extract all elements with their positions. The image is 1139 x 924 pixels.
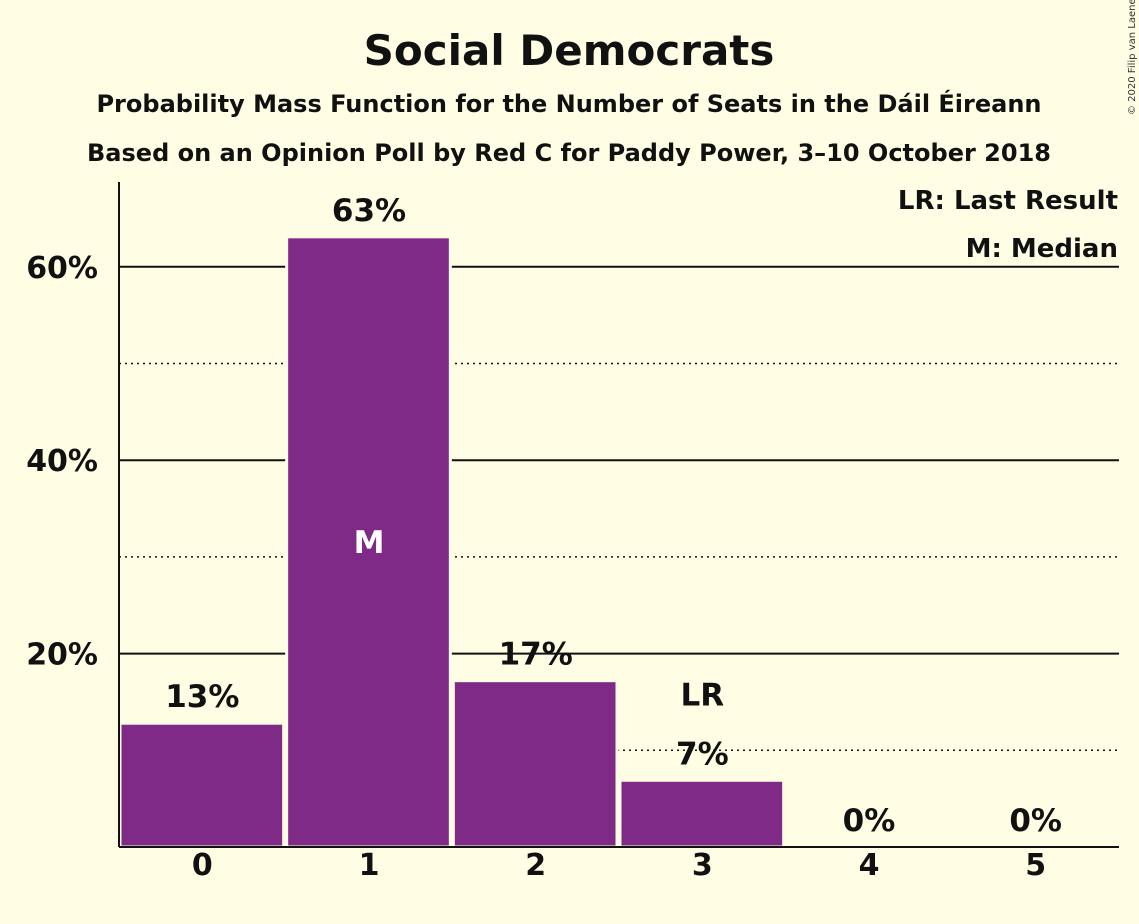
x-tick-label: 0 xyxy=(192,848,213,883)
bar-value-label: 7% xyxy=(676,736,729,772)
copyright-text: © 2020 Filip van Laenen xyxy=(1127,0,1138,115)
x-tick-label: 1 xyxy=(359,848,380,883)
legend-entry: LR: Last Result xyxy=(898,186,1118,216)
median-marker: M xyxy=(354,525,385,561)
y-tick-label: 20% xyxy=(26,638,98,673)
last-result-marker: LR xyxy=(681,677,725,713)
bar xyxy=(118,721,286,849)
bar xyxy=(451,679,619,849)
bar-value-label: 0% xyxy=(843,803,896,839)
bar-value-label: 17% xyxy=(499,637,573,673)
legend-entry: M: Median xyxy=(966,234,1118,264)
bar xyxy=(618,778,786,849)
bar-value-label: 63% xyxy=(332,193,406,229)
y-tick-label: 40% xyxy=(26,444,98,479)
chart-subtitle: Probability Mass Function for the Number… xyxy=(96,89,1041,118)
gridlines xyxy=(119,265,1119,752)
x-tick-label: 3 xyxy=(692,848,713,883)
x-tick-label: 5 xyxy=(1025,848,1046,883)
chart-subtitle-2: Based on an Opinion Poll by Red C for Pa… xyxy=(87,139,1051,167)
chart-title: Social Democrats xyxy=(364,26,775,75)
bar-value-label: 13% xyxy=(165,679,239,715)
axes: 20% 40% 60% 0 1 2 3 4 5 xyxy=(26,182,1119,883)
x-tick-label: 2 xyxy=(525,848,546,883)
bar-labels: 13% 63% M 17% 7% LR 0% 0% xyxy=(165,193,1062,839)
legend: LR: Last Result M: Median xyxy=(894,182,1122,268)
bar-value-label: 0% xyxy=(1009,803,1062,839)
y-tick-label: 60% xyxy=(26,251,98,286)
x-tick-label: 4 xyxy=(859,848,880,883)
